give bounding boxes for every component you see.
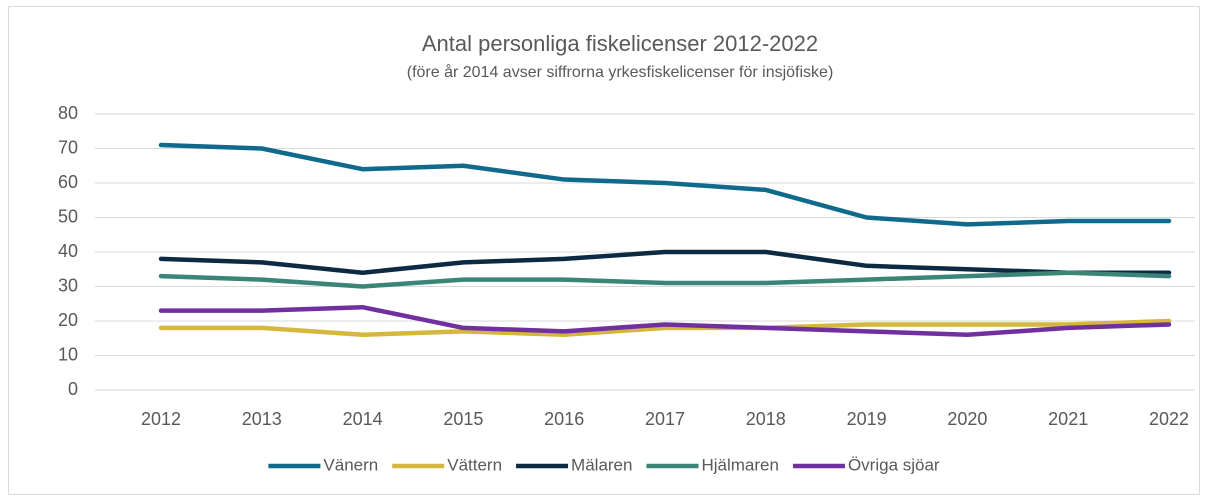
x-tick-label: 2016 <box>544 409 584 429</box>
x-tick-label: 2017 <box>645 409 685 429</box>
legend-label: Mälaren <box>571 455 632 474</box>
y-tick-label: 70 <box>58 137 78 157</box>
x-tick-label: 2019 <box>847 409 887 429</box>
chart-title: Antal personliga fiskelicenser 2012-2022 <box>422 31 818 56</box>
x-tick-label: 2012 <box>141 409 181 429</box>
legend-label: Övriga sjöar <box>848 455 940 474</box>
legend-label: Hjälmaren <box>701 455 778 474</box>
legend-label: Vänern <box>323 455 378 474</box>
y-tick-label: 60 <box>58 172 78 192</box>
y-tick-label: 80 <box>58 103 78 123</box>
series-line <box>158 249 1172 275</box>
legend-label: Vättern <box>447 455 502 474</box>
x-tick-label: 2014 <box>343 409 383 429</box>
chart-border <box>8 6 1200 495</box>
series-line <box>158 270 1172 289</box>
series-line <box>158 318 1172 338</box>
y-tick-label: 30 <box>58 275 78 295</box>
chart-subtitle: (före år 2014 avser siffrorna yrkesfiske… <box>407 63 834 81</box>
y-tick-label: 0 <box>68 379 78 399</box>
x-tick-label: 2013 <box>242 409 282 429</box>
x-tick-label: 2018 <box>746 409 786 429</box>
y-tick-label: 40 <box>58 241 78 261</box>
series-line <box>158 304 1172 338</box>
x-tick-label: 2022 <box>1149 409 1189 429</box>
x-tick-label: 2021 <box>1048 409 1088 429</box>
y-tick-label: 20 <box>58 310 78 330</box>
series-line <box>158 142 1172 227</box>
y-tick-label: 10 <box>58 344 78 364</box>
x-tick-label: 2020 <box>947 409 987 429</box>
x-tick-label: 2015 <box>443 409 483 429</box>
y-tick-label: 50 <box>58 206 78 226</box>
